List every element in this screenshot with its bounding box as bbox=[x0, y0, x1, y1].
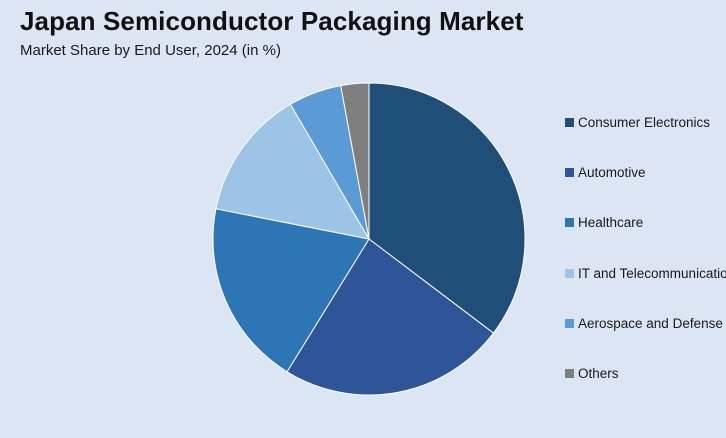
legend-label: Others bbox=[578, 366, 619, 382]
legend-label: IT and Telecommunications bbox=[578, 265, 726, 281]
legend-swatch bbox=[565, 218, 574, 228]
legend-label: Aerospace and Defense bbox=[578, 316, 723, 332]
legend-swatch bbox=[565, 117, 574, 127]
legend-item-healthcare: Healthcare bbox=[565, 213, 726, 233]
legend-item-automotive: Automotive bbox=[565, 162, 726, 182]
legend-label: Consumer Electronics bbox=[578, 114, 711, 130]
legend-swatch bbox=[565, 319, 574, 329]
legend-item-it-and-telecommunications: IT and Telecommunications bbox=[565, 263, 726, 283]
legend-label: Healthcare bbox=[578, 215, 644, 231]
chart-legend: Consumer Electronics Automotive Healthcare… bbox=[565, 112, 726, 414]
legend-swatch bbox=[565, 369, 574, 379]
legend-item-consumer-electronics: Consumer Electronics bbox=[565, 112, 726, 132]
legend-swatch bbox=[565, 268, 574, 278]
pie-slice-consumer-electronics bbox=[368, 82, 526, 334]
pie-slice-healthcare bbox=[212, 208, 370, 373]
legend-swatch bbox=[565, 167, 574, 177]
pie-slice-others bbox=[340, 82, 370, 240]
legend-label: Automotive bbox=[578, 164, 646, 180]
pie-slice-automotive bbox=[286, 238, 494, 396]
legend-item-aerospace-and-defense: Aerospace and Defense bbox=[565, 314, 726, 334]
chart-title: Japan Semiconductor Packaging Market bbox=[20, 6, 524, 36]
pie-slice-it-and-telecommunications bbox=[215, 103, 370, 240]
legend-item-others: Others bbox=[565, 364, 726, 384]
chart-subtitle: Market Share by End User, 2024 (in %) bbox=[20, 42, 281, 59]
